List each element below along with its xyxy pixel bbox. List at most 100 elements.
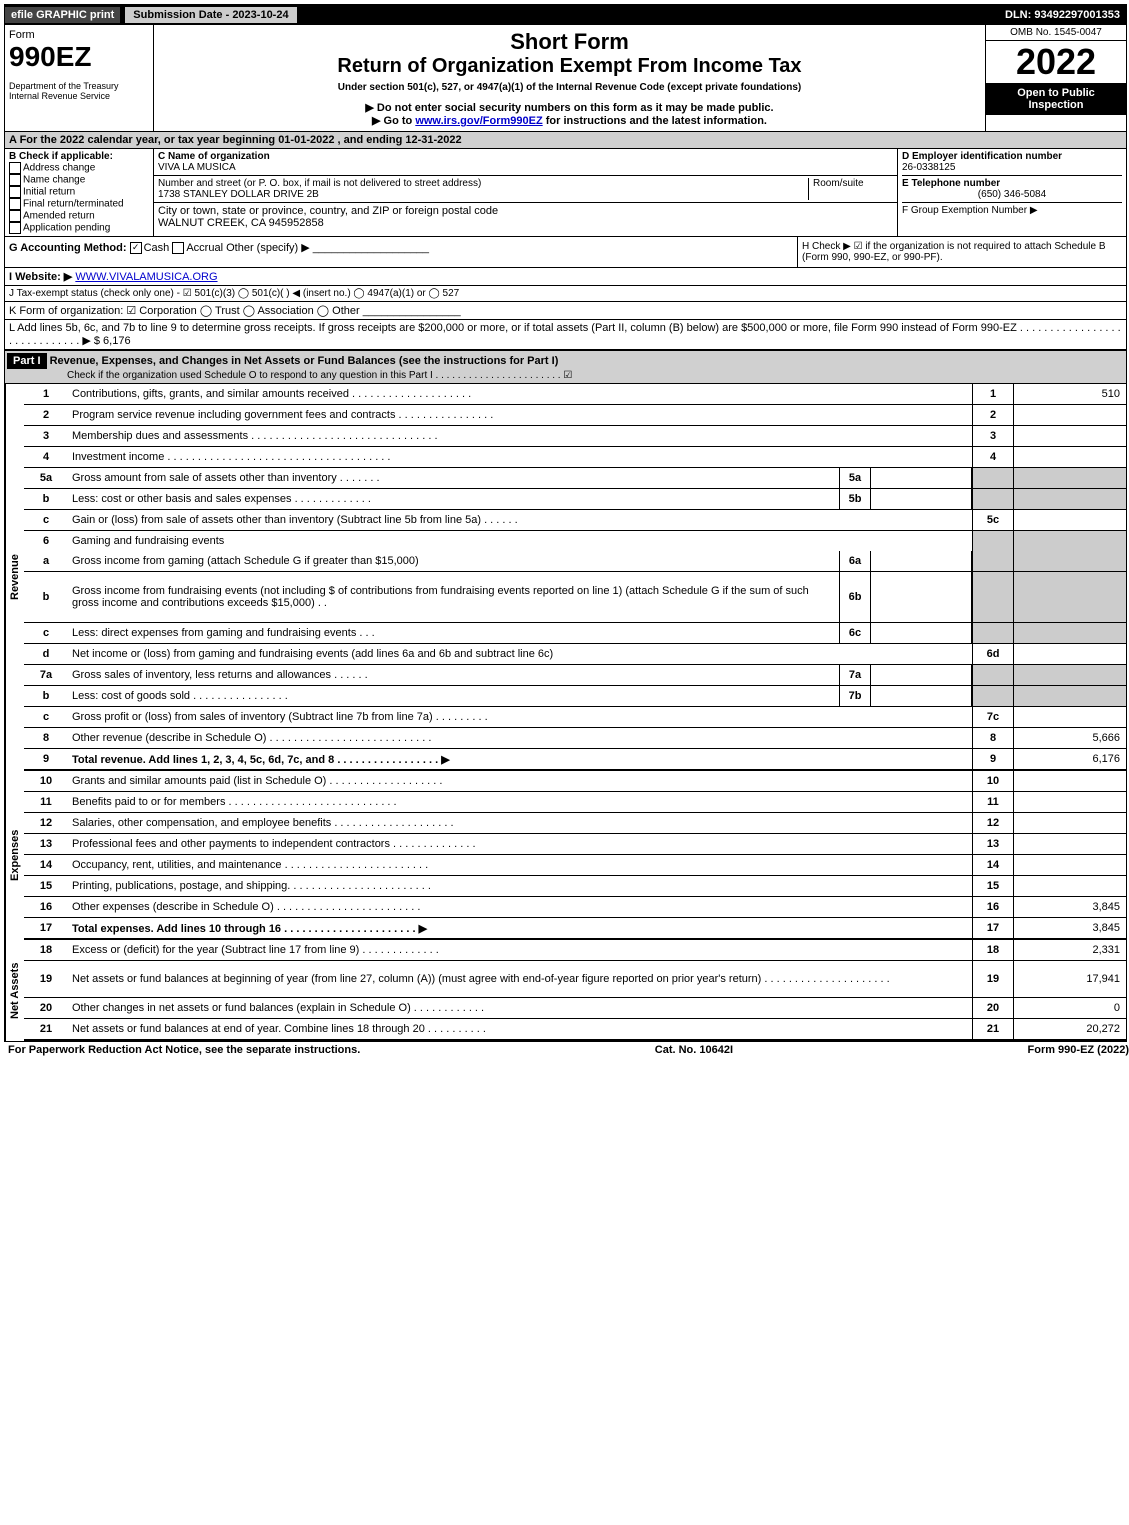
- form-header: Form 990EZ Department of the Treasury In…: [5, 25, 1126, 132]
- submission-date: Submission Date - 2023-10-24: [124, 6, 297, 24]
- checkbox-icon[interactable]: [9, 210, 21, 222]
- street: 1738 STANLEY DOLLAR DRIVE 2B: [158, 189, 808, 200]
- section-a: A For the 2022 calendar year, or tax yea…: [5, 132, 1126, 149]
- return-title: Return of Organization Exempt From Incom…: [158, 55, 981, 78]
- section-g: G Accounting Method: ✓Cash Accrual Other…: [5, 237, 797, 267]
- line-18: 18 Excess or (deficit) for the year (Sub…: [24, 940, 1126, 961]
- form-990ez: efile GRAPHIC print Submission Date - 20…: [4, 4, 1127, 1042]
- line-21: 21 Net assets or fund balances at end of…: [24, 1019, 1126, 1041]
- line-7b: b Less: cost of goods sold . . . . . . .…: [24, 686, 1126, 707]
- org-name: VIVA LA MUSICA: [158, 162, 893, 173]
- line-7c: c Gross profit or (loss) from sales of i…: [24, 707, 1126, 728]
- netassets-section: Net Assets 18 Excess or (deficit) for th…: [5, 940, 1126, 1041]
- dept: Department of the Treasury: [9, 81, 149, 91]
- line-3: 3 Membership dues and assessments . . . …: [24, 426, 1126, 447]
- warn-ssn: ▶ Do not enter social security numbers o…: [158, 101, 981, 114]
- section-l: L Add lines 5b, 6c, and 7b to line 9 to …: [5, 320, 1126, 350]
- checkbox-icon[interactable]: [9, 186, 21, 198]
- line-6c: c Less: direct expenses from gaming and …: [24, 623, 1126, 644]
- footer-left: For Paperwork Reduction Act Notice, see …: [8, 1044, 360, 1056]
- short-form: Short Form: [158, 29, 981, 55]
- ein: 26-0338125: [902, 162, 1122, 173]
- efile-label: efile GRAPHIC print: [5, 7, 120, 23]
- header-left: Form 990EZ Department of the Treasury In…: [5, 25, 154, 131]
- line-14: 14 Occupancy, rent, utilities, and maint…: [24, 855, 1126, 876]
- subtitle: Under section 501(c), 527, or 4947(a)(1)…: [158, 82, 981, 93]
- street-label: Number and street (or P. O. box, if mail…: [158, 178, 808, 189]
- checkbox-icon[interactable]: [172, 242, 184, 254]
- part1-title: Revenue, Expenses, and Changes in Net As…: [50, 355, 559, 367]
- line-8: 8 Other revenue (describe in Schedule O)…: [24, 728, 1126, 749]
- tax-year: 2022: [986, 41, 1126, 83]
- line-6d: d Net income or (loss) from gaming and f…: [24, 644, 1126, 665]
- line-15: 15 Printing, publications, postage, and …: [24, 876, 1126, 897]
- omb: OMB No. 1545-0047: [986, 25, 1126, 41]
- website-link[interactable]: WWW.VIVALAMUSICA.ORG: [75, 271, 217, 283]
- section-h: H Check ▶ ☑ if the organization is not r…: [797, 237, 1126, 267]
- line-13: 13 Professional fees and other payments …: [24, 834, 1126, 855]
- section-c: C Name of organization VIVA LA MUSICA Nu…: [154, 149, 898, 236]
- irs-link[interactable]: www.irs.gov/Form990EZ: [415, 115, 542, 127]
- page-footer: For Paperwork Reduction Act Notice, see …: [4, 1042, 1129, 1058]
- opt-name: Name change: [9, 174, 149, 186]
- section-j: J Tax-exempt status (check only one) - ☑…: [5, 286, 1126, 302]
- section-b: B Check if applicable: Address change Na…: [5, 149, 154, 236]
- part1-header: Part I Revenue, Expenses, and Changes in…: [5, 350, 1126, 384]
- section-d: D Employer identification number 26-0338…: [898, 149, 1126, 236]
- irs: Internal Revenue Service: [9, 91, 149, 101]
- header-center: Short Form Return of Organization Exempt…: [154, 25, 985, 131]
- line-4: 4 Investment income . . . . . . . . . . …: [24, 447, 1126, 468]
- netassets-sidelabel: Net Assets: [5, 940, 24, 1041]
- top-bar: efile GRAPHIC print Submission Date - 20…: [5, 5, 1126, 25]
- section-k: K Form of organization: ☑ Corporation ◯ …: [5, 302, 1126, 320]
- checkbox-icon[interactable]: ✓: [130, 242, 142, 254]
- city-box: City or town, state or province, country…: [154, 203, 897, 231]
- form-label: Form: [9, 29, 149, 41]
- group-label: F Group Exemption Number ▶: [902, 202, 1122, 216]
- revenue-sidelabel: Revenue: [5, 384, 24, 771]
- warn-goto: ▶ Go to www.irs.gov/Form990EZ for instru…: [158, 114, 981, 127]
- line-1: 1 Contributions, gifts, grants, and simi…: [24, 384, 1126, 405]
- phone: (650) 346-5084: [902, 189, 1122, 200]
- checkbox-icon[interactable]: [9, 174, 21, 186]
- part1-check: Check if the organization used Schedule …: [67, 370, 572, 381]
- checkbox-icon[interactable]: [9, 198, 21, 210]
- line-12: 12 Salaries, other compensation, and emp…: [24, 813, 1126, 834]
- expenses-section: Expenses 10 Grants and similar amounts p…: [5, 771, 1126, 940]
- inspection-box: Open to Public Inspection: [986, 83, 1126, 115]
- checkbox-icon[interactable]: [9, 222, 21, 234]
- footer-center: Cat. No. 10642I: [655, 1044, 733, 1056]
- line-5a: 5a Gross amount from sale of assets othe…: [24, 468, 1126, 489]
- checkbox-icon[interactable]: [9, 162, 21, 174]
- ein-label: D Employer identification number: [902, 151, 1122, 162]
- sections-bcd: B Check if applicable: Address change Na…: [5, 149, 1126, 237]
- form-number: 990EZ: [9, 41, 149, 73]
- line-6a: a Gross income from gaming (attach Sched…: [24, 551, 1126, 572]
- line-20: 20 Other changes in net assets or fund b…: [24, 998, 1126, 1019]
- header-right: OMB No. 1545-0047 2022 Open to Public In…: [985, 25, 1126, 131]
- gross-receipts: 6,176: [103, 335, 131, 347]
- expenses-sidelabel: Expenses: [5, 771, 24, 940]
- section-b-label: B Check if applicable:: [9, 151, 149, 162]
- line-6: 6 Gaming and fundraising events: [24, 531, 1126, 551]
- city: WALNUT CREEK, CA 945952858: [158, 217, 893, 229]
- name-label: C Name of organization: [158, 151, 893, 162]
- line-5b: b Less: cost or other basis and sales ex…: [24, 489, 1126, 510]
- phone-label: E Telephone number: [902, 175, 1122, 189]
- part1-label: Part I: [7, 353, 47, 369]
- opt-address: Address change: [9, 162, 149, 174]
- line-16: 16 Other expenses (describe in Schedule …: [24, 897, 1126, 918]
- street-box: Number and street (or P. O. box, if mail…: [154, 176, 897, 203]
- line-2: 2 Program service revenue including gove…: [24, 405, 1126, 426]
- room-label: Room/suite: [808, 178, 893, 200]
- opt-amended: Amended return: [9, 210, 149, 222]
- line-9: 9 Total revenue. Add lines 1, 2, 3, 4, 5…: [24, 749, 1126, 771]
- footer-right: Form 990-EZ (2022): [1028, 1044, 1129, 1056]
- org-name-box: C Name of organization VIVA LA MUSICA: [154, 149, 897, 176]
- revenue-section: Revenue 1 Contributions, gifts, grants, …: [5, 384, 1126, 771]
- section-i: I Website: ▶ WWW.VIVALAMUSICA.ORG: [5, 268, 1126, 286]
- dln: DLN: 93492297001353: [1005, 9, 1126, 21]
- line-10: 10 Grants and similar amounts paid (list…: [24, 771, 1126, 792]
- opt-initial: Initial return: [9, 186, 149, 198]
- line-7a: 7a Gross sales of inventory, less return…: [24, 665, 1126, 686]
